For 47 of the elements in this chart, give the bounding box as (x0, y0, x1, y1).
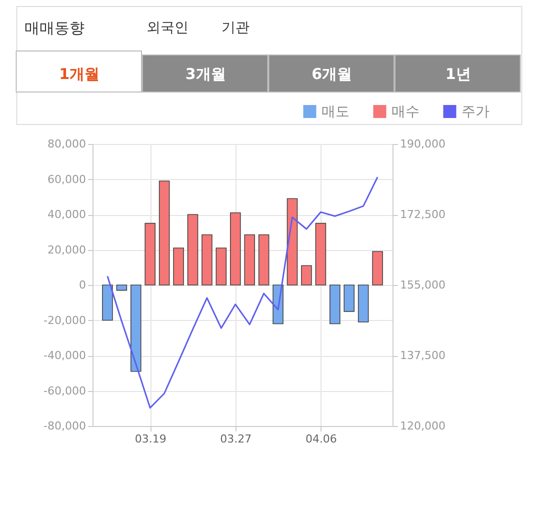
y-tick-label: -80,000 (44, 420, 86, 432)
bar (144, 222, 156, 286)
bar (202, 234, 212, 286)
y2-tick-label: 137,500 (400, 349, 446, 362)
bar (258, 234, 270, 286)
y2-tick-label: 190,000 (400, 138, 446, 150)
y2-tick-label: 120,000 (400, 420, 446, 432)
x-tick-label: 03.19 (134, 432, 166, 446)
bar (372, 251, 383, 286)
text: 3개월 (185, 65, 226, 83)
y2-tick-label: 172,500 (400, 208, 446, 221)
y-tick-label: -60,000 (44, 384, 86, 398)
y-tick-label: 0 (79, 278, 86, 292)
bar (102, 284, 113, 321)
legend-label: 매수 (391, 104, 420, 120)
bar (344, 284, 355, 312)
bar (187, 214, 198, 286)
text: 기관 (221, 20, 250, 36)
bar (216, 248, 227, 286)
bar (116, 284, 128, 291)
text: 6개월 (312, 65, 352, 83)
bar (315, 222, 326, 286)
bar (173, 248, 184, 286)
legend-label: 매도 (321, 104, 350, 120)
bar (158, 180, 170, 286)
bar (244, 234, 256, 286)
bar (358, 284, 369, 322)
text: 외국인 (146, 20, 188, 36)
bar (330, 284, 340, 324)
y-tick-label: -40,000 (44, 349, 86, 362)
bar (301, 265, 312, 286)
bar (130, 284, 142, 372)
legend-label: 주가 (461, 104, 490, 120)
x-tick-label: 04.06 (305, 432, 337, 446)
y-tick-label: 20,000 (48, 243, 86, 256)
y-tick-label: 60,000 (48, 172, 86, 186)
bar (286, 198, 298, 286)
y2-tick-label: 155,000 (400, 278, 446, 292)
chart-title: 매매동향 (24, 19, 84, 37)
text: 1년 (445, 65, 471, 83)
line-series (106, 176, 378, 409)
y-tick-label: 80,000 (48, 138, 86, 150)
bar (230, 212, 241, 286)
x-tick-label: 03.27 (220, 432, 252, 446)
y-tick-label: -20,000 (44, 314, 86, 327)
y-tick-label: 40,000 (48, 208, 86, 221)
text: 1개월 (59, 65, 100, 83)
